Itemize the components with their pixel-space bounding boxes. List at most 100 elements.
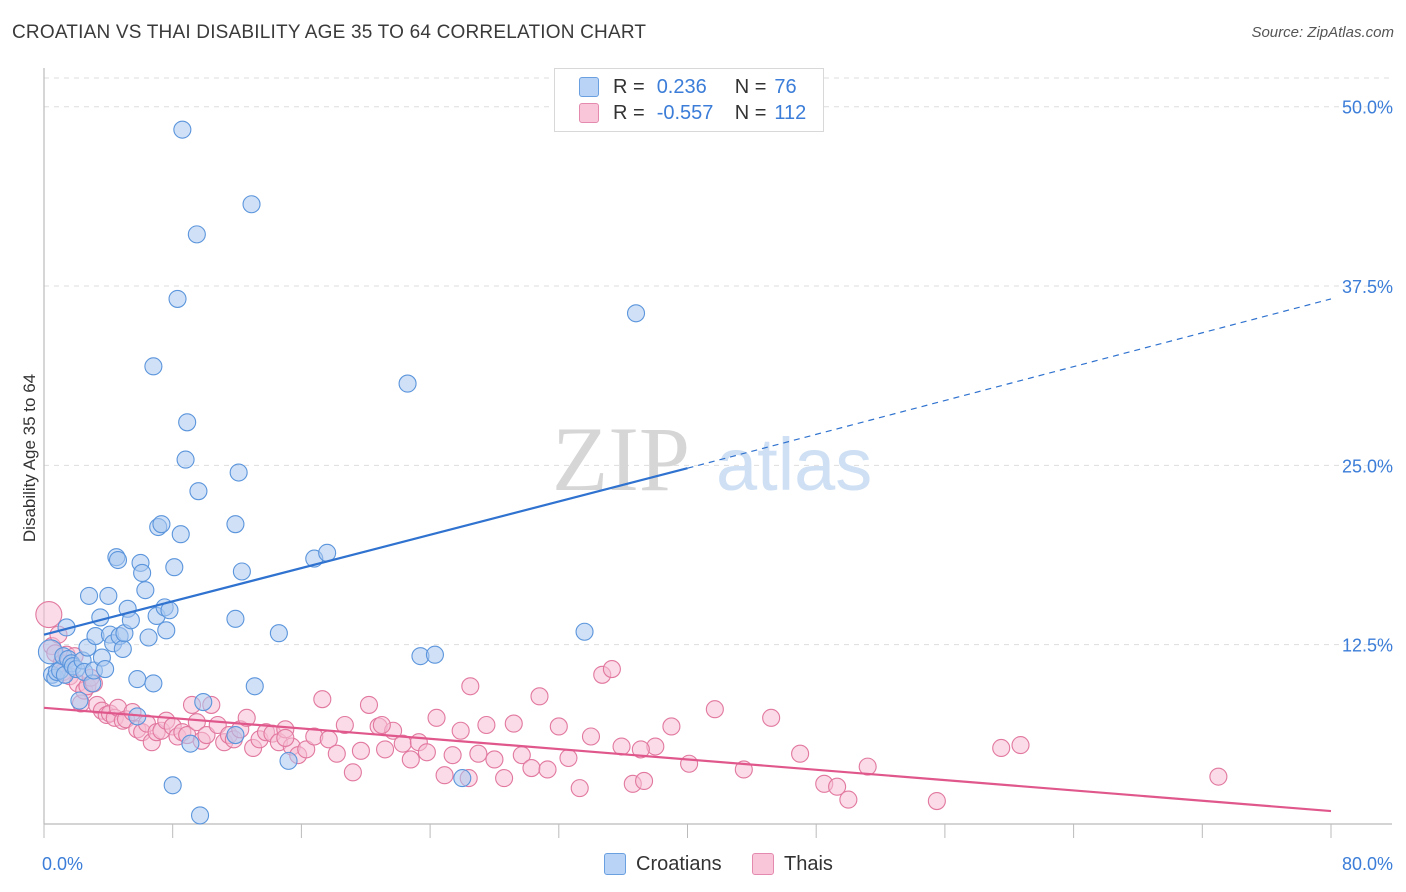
thais-n-value: 112 [774, 101, 807, 124]
thai-point [538, 760, 557, 779]
y-tick-label: 25.0% [1342, 456, 1393, 476]
thai-point [443, 746, 462, 765]
croatian-point [178, 413, 197, 432]
thai-point [237, 708, 256, 727]
thai-point [791, 744, 810, 763]
croatian-point [187, 225, 206, 244]
thai-point [762, 708, 781, 727]
watermark-zip: ZIP [552, 408, 690, 510]
thai-point [469, 744, 488, 763]
thai-point [276, 728, 295, 747]
thai-point [839, 790, 858, 809]
croatians-legend-label: Croatians [636, 852, 722, 875]
thai-point [451, 721, 470, 740]
source-credit: Source: ZipAtlas.com [1251, 24, 1394, 41]
croatian-point [229, 463, 248, 482]
croatian-point [96, 660, 115, 679]
thais-swatch [579, 103, 599, 123]
croatian-point [190, 806, 210, 825]
croatian-point [113, 639, 132, 659]
chart-title: CROATIAN VS THAI DISABILITY AGE 35 TO 64… [12, 22, 647, 43]
croatian-point [99, 586, 118, 605]
croatians-trend-extension [687, 298, 1332, 469]
thai-point [828, 777, 847, 796]
croatian-point [226, 726, 245, 745]
thai-point [581, 727, 601, 746]
thai-point [401, 750, 420, 769]
croatians-trend-line [43, 467, 688, 636]
croatian-point [79, 586, 99, 605]
croatian-point [232, 562, 251, 581]
thai-point [559, 748, 578, 768]
croatian-point [226, 609, 245, 628]
thai-point [35, 600, 63, 629]
croatian-point [279, 751, 298, 770]
thais-legend-label: Thais [784, 852, 833, 875]
croatian-point [108, 550, 128, 570]
n-label: N = [734, 75, 767, 98]
croatian-point [245, 677, 264, 696]
croatian-point [165, 558, 184, 577]
croatian-point [139, 628, 158, 647]
thai-point [570, 779, 589, 798]
croatian-point [168, 289, 187, 308]
croatian-point [194, 693, 213, 712]
thai-point [485, 750, 504, 769]
thai-point [343, 763, 362, 782]
croatian-point [242, 195, 261, 214]
croatian-point [425, 645, 444, 664]
r-label: R = [613, 75, 645, 98]
y-tick-label: 12.5% [1342, 636, 1393, 656]
thai-point [187, 713, 206, 732]
croatian-point [144, 357, 163, 376]
thai-point [335, 715, 354, 735]
thai-point [435, 766, 454, 785]
y-tick-label: 50.0% [1342, 98, 1393, 118]
thai-point [992, 738, 1011, 758]
croatian-point [157, 621, 176, 640]
legend-row-croatians: R = 0.236 N = 76 [579, 75, 797, 99]
thai-point [495, 769, 514, 788]
y-axis-label: Disability Age 35 to 64 [20, 374, 39, 542]
croatian-point [136, 581, 155, 600]
x-tick-label: 0.0% [42, 854, 83, 874]
croatian-point [181, 734, 200, 753]
croatians-swatch [579, 77, 599, 97]
r-label: R = [613, 101, 645, 124]
croatian-point [575, 622, 594, 641]
thai-point [427, 708, 446, 727]
thai-point [461, 677, 480, 696]
thai-point [927, 791, 946, 811]
points-layer [35, 120, 1228, 825]
thai-point [530, 687, 549, 706]
croatian-point [398, 374, 417, 393]
croatian-point [171, 525, 190, 544]
croatians-r-value: 0.236 [656, 75, 707, 98]
grid-layer [44, 77, 1392, 646]
watermark-atlas: atlas [716, 423, 872, 506]
croatians-legend-swatch [604, 853, 626, 875]
croatian-point [152, 515, 171, 534]
thai-point [417, 743, 436, 762]
thai-point [705, 700, 724, 719]
croatian-point [133, 563, 152, 582]
y-tick-label: 37.5% [1342, 277, 1393, 297]
thai-point [549, 717, 568, 736]
thai-point [197, 726, 216, 745]
thai-point [602, 660, 621, 679]
legend-item-thais[interactable]: Thais [752, 852, 833, 876]
croatian-point [128, 670, 147, 689]
thai-point [359, 695, 379, 714]
legend-item-croatians[interactable]: Croatians [604, 852, 722, 876]
legend-row-thais: R = -0.557 N = 112 [579, 101, 806, 125]
n-label: N = [734, 101, 767, 124]
thai-point [372, 715, 391, 735]
thai-point [297, 740, 316, 759]
thai-point [1011, 736, 1030, 755]
thai-point [858, 757, 877, 776]
thai-point [635, 771, 654, 791]
croatian-point [70, 691, 89, 710]
stats-legend: R = 0.236 N = 76 R = -0.557 N = 112 [554, 68, 824, 132]
croatian-point [453, 769, 472, 788]
